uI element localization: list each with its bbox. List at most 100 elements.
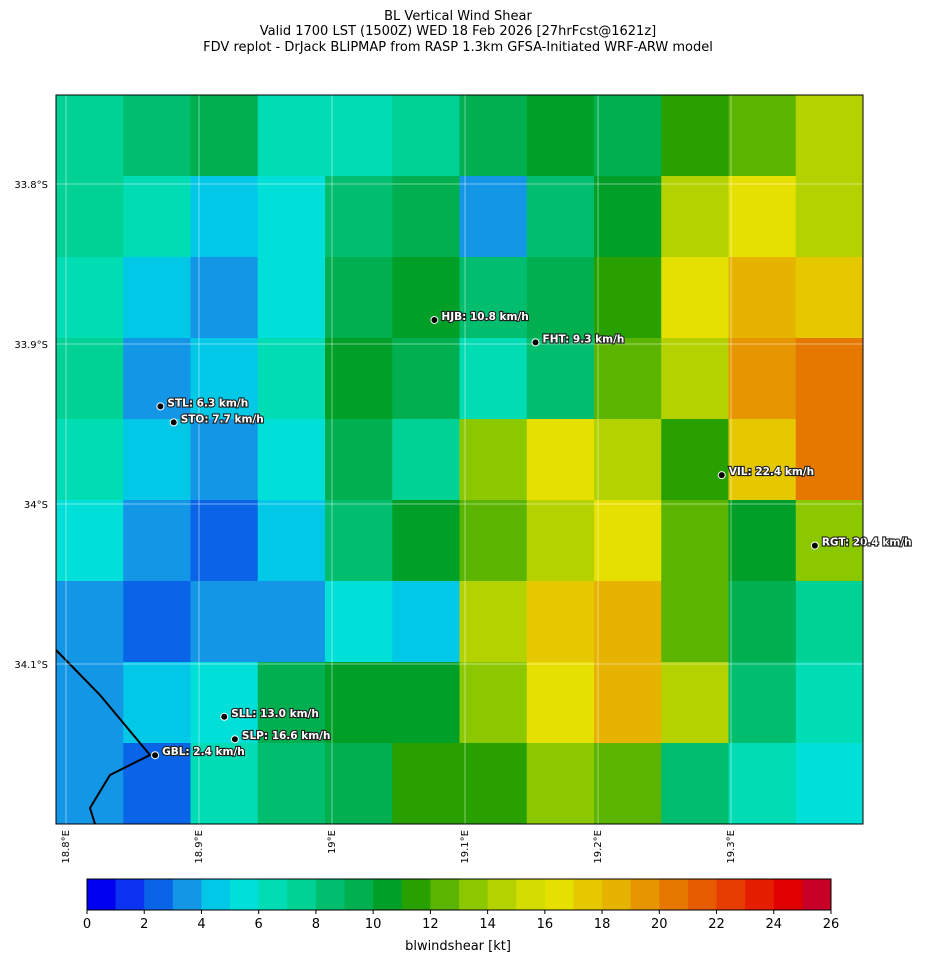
colorbar-swatch (659, 879, 689, 910)
grid-cell (594, 419, 662, 501)
grid-cell (325, 500, 393, 582)
grid-cell (459, 743, 528, 825)
title-line: BL Vertical Wind Shear (384, 9, 532, 24)
grid-cell (661, 176, 729, 258)
title-line: FDV replot - DrJack BLIPMAP from RASP 1.… (203, 40, 713, 55)
grid-cell (56, 257, 124, 339)
grid-cell (526, 662, 595, 744)
grid-cell (190, 95, 259, 177)
grid-cell (325, 581, 393, 663)
grid-cell (56, 500, 124, 582)
grid-cell (459, 338, 528, 420)
station-marker (156, 402, 165, 411)
grid-cell (123, 500, 191, 582)
grid-cell (526, 95, 595, 177)
grid-cell (123, 419, 191, 501)
grid-cell (795, 662, 864, 744)
grid-cell (594, 176, 662, 258)
grid-cell (392, 743, 460, 825)
grid-cell (257, 176, 326, 258)
grid-cell (526, 338, 595, 420)
y-tick-label: 33.9°S (14, 340, 48, 351)
grid-cell (728, 257, 797, 339)
x-tick-label: 19.3°E (726, 830, 737, 864)
grid-cell (325, 743, 393, 825)
grid-cell (526, 419, 595, 501)
grid-cell (123, 176, 191, 258)
grid-cell (123, 257, 191, 339)
colorbar-swatch (716, 879, 746, 910)
grid-cell (795, 176, 864, 258)
grid-cell (123, 662, 191, 744)
grid-cell (325, 257, 393, 339)
grid-cell (661, 257, 729, 339)
grid-cell (257, 662, 326, 744)
colorbar-tick-label: 14 (479, 917, 496, 932)
station-label: RGT: 20.4 km/h (822, 537, 912, 549)
station-label: FHT: 9.3 km/h (543, 333, 625, 345)
colorbar-tick-label: 12 (422, 917, 439, 932)
grid-cell (661, 662, 729, 744)
colorbar-swatch (201, 879, 231, 910)
colorbar-tick-label: 6 (255, 917, 263, 932)
station-marker (717, 471, 726, 480)
grid-cell (728, 95, 797, 177)
colorbar-swatch (745, 879, 775, 910)
grid-cell (325, 95, 393, 177)
station-marker (531, 338, 540, 347)
colorbar-swatch (487, 879, 517, 910)
station-label: SLL: 13.0 km/h (231, 708, 319, 720)
colorbar-tick-label: 20 (651, 917, 668, 932)
grid-cell (392, 662, 460, 744)
grid-cell (190, 419, 259, 501)
grid-cell (392, 581, 460, 663)
title-line: Valid 1700 LST (1500Z) WED 18 Feb 2026 [… (260, 24, 656, 39)
grid-cell (728, 743, 797, 825)
colorbar-swatch (401, 879, 431, 910)
grid-cell (56, 338, 124, 420)
colorbar-swatch (144, 879, 174, 910)
grid-cell (257, 581, 326, 663)
grid-cell (257, 419, 326, 501)
colorbar-tick-label: 2 (140, 917, 148, 932)
grid-cell (190, 500, 259, 582)
grid-cell (459, 176, 528, 258)
x-tick-label: 18.8°E (61, 830, 72, 864)
colorbar-swatch (516, 879, 546, 910)
grid-cell (661, 581, 729, 663)
grid-cell (459, 581, 528, 663)
x-tick-label: 18.9°E (194, 830, 205, 864)
grid-cell (392, 419, 460, 501)
colorbar-swatch (687, 879, 718, 910)
grid-cell (56, 581, 124, 663)
grid-cell (392, 500, 460, 582)
grid-cell (257, 500, 326, 582)
grid-cell (190, 176, 259, 258)
grid-cell (459, 257, 528, 339)
station-label: SLP: 16.6 km/h (242, 730, 331, 742)
x-tick-label: 19°E (327, 830, 338, 854)
colorbar-frame (86, 878, 832, 911)
colorbar-swatch (344, 879, 374, 910)
grid-cell (190, 743, 259, 825)
grid-cell (661, 500, 729, 582)
grid-cell (190, 662, 259, 744)
grid-cell (459, 419, 528, 501)
grid-cell (594, 257, 662, 339)
grid-cell (190, 338, 259, 420)
grid-cell (526, 257, 595, 339)
grid-cell (257, 338, 326, 420)
grid-cell (728, 581, 797, 663)
grid-cell (526, 581, 595, 663)
grid-cell (594, 662, 662, 744)
x-tick-label: 19.1°E (460, 830, 471, 864)
grid-cell (459, 95, 528, 177)
grid-cell (56, 419, 124, 501)
grid-cell (392, 95, 460, 177)
station-marker (430, 315, 439, 324)
grid-cell (257, 743, 326, 825)
colorbar-tick-label: 4 (197, 917, 205, 932)
grid-cell (123, 581, 191, 663)
grid-cell (594, 95, 662, 177)
colorbar-swatch (115, 879, 145, 910)
